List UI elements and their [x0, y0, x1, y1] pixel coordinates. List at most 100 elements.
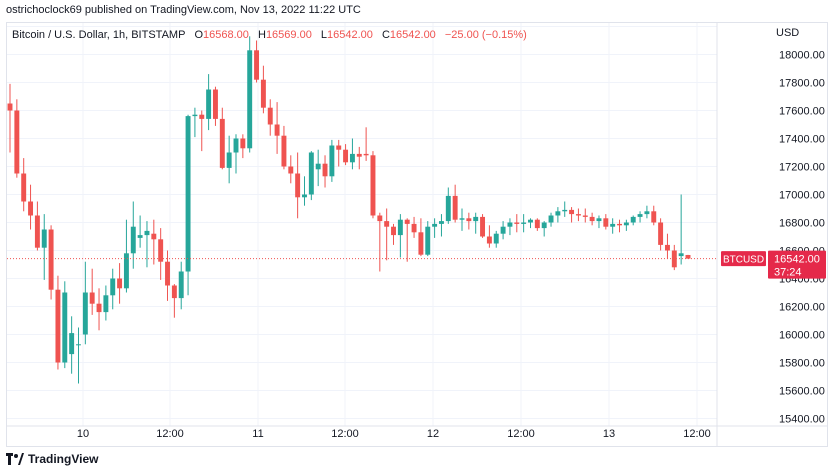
- candle-body: [55, 289, 61, 363]
- candle-body: [199, 114, 205, 119]
- candle-body: [288, 166, 294, 174]
- x-tick-label: 12:00: [683, 428, 711, 440]
- candle-body: [459, 218, 465, 220]
- x-tick-label: 13: [603, 428, 615, 440]
- candle-body: [664, 244, 670, 251]
- candle-body: [308, 152, 314, 195]
- candle-body: [528, 219, 533, 223]
- candle-body: [240, 138, 246, 149]
- candle-body: [562, 209, 568, 212]
- candle-body: [82, 292, 88, 335]
- symbol-tag: [721, 251, 766, 267]
- high-label: H: [257, 29, 266, 41]
- candle-body: [76, 344, 81, 346]
- candle-body: [48, 229, 54, 290]
- chart-frame[interactable]: [6, 22, 828, 447]
- candle-body: [185, 116, 191, 272]
- y-tick-label: 17400.00: [779, 134, 825, 146]
- candle-body: [445, 195, 451, 222]
- candle-body: [137, 235, 143, 238]
- y-tick-label: 17000.00: [779, 190, 825, 202]
- candle-body: [295, 173, 301, 198]
- candle-body: [685, 254, 691, 259]
- candle-body: [671, 250, 677, 268]
- y-tick-label: 17200.00: [779, 162, 825, 174]
- candle-body: [130, 226, 136, 254]
- candle-body: [480, 216, 486, 237]
- y-tick-label: 16800.00: [779, 218, 825, 230]
- candle-body: [212, 89, 218, 119]
- candle-body: [411, 223, 417, 233]
- low-value: 16542.00: [327, 29, 373, 41]
- candle-body: [391, 226, 396, 236]
- candle-body: [452, 195, 458, 220]
- symbol-tag-label: BTCUSD: [723, 255, 764, 266]
- tradingview-logo-icon: [6, 453, 24, 465]
- candle-body: [315, 163, 321, 170]
- candle-body: [637, 214, 643, 217]
- candle-body: [678, 253, 684, 257]
- symbol-name[interactable]: Bitcoin / U.S. Dollar, 1h, BITSTAMP: [12, 29, 186, 41]
- price-tag: [768, 250, 826, 279]
- candle-body: [21, 173, 27, 202]
- countdown-timer: 37:24: [774, 267, 802, 279]
- y-tick-label: 17800.00: [779, 78, 825, 90]
- candle-body: [404, 219, 410, 224]
- y-tick-label: 15400.00: [779, 414, 825, 426]
- candle-body: [274, 124, 280, 136]
- candle-body: [617, 223, 622, 226]
- candle-body: [14, 110, 20, 174]
- candle-body: [329, 145, 335, 177]
- y-tick-label: 16000.00: [779, 330, 825, 342]
- candle-body: [521, 222, 527, 224]
- candle-body: [548, 215, 554, 223]
- y-tick-label: 18000.00: [779, 50, 825, 62]
- candle-body: [397, 219, 403, 236]
- y-tick-label: 15600.00: [779, 386, 825, 398]
- candle-body: [34, 215, 40, 248]
- candle-body: [356, 153, 362, 157]
- high-value: 16569.00: [265, 29, 312, 41]
- candle-body: [158, 239, 164, 262]
- candle-body: [466, 218, 472, 222]
- low-label: L: [320, 29, 328, 41]
- candle-body: [432, 223, 438, 227]
- candle-body: [377, 215, 383, 222]
- x-tick-label: 11: [252, 428, 263, 440]
- candle-body: [603, 218, 609, 227]
- close-label: C: [381, 29, 390, 41]
- candle-body: [260, 79, 266, 108]
- candle-body: [582, 215, 588, 217]
- symbol-legend: Bitcoin / U.S. Dollar, 1h, BITSTAMP O 165…: [12, 29, 527, 41]
- y-tick-label: 15800.00: [779, 358, 825, 370]
- candle-body: [178, 271, 184, 299]
- candle-body: [117, 278, 123, 289]
- candle-body: [644, 211, 650, 215]
- currency-label: USD: [776, 27, 799, 39]
- candle-body: [254, 50, 260, 80]
- candle-body: [267, 107, 273, 125]
- x-tick-label: 12:00: [331, 428, 359, 440]
- candle-body: [343, 149, 349, 163]
- candle-body: [322, 163, 328, 177]
- candle-body: [363, 153, 369, 156]
- candle-body: [96, 303, 102, 313]
- candle-body: [219, 118, 225, 168]
- candle-body: [555, 211, 561, 216]
- candle-body: [589, 216, 595, 222]
- candle-body: [41, 229, 47, 248]
- change-value: −25.00 (−0.15%): [444, 29, 527, 41]
- candle-body: [165, 261, 170, 286]
- footer-brand: TradingView: [28, 452, 99, 466]
- candle-body: [610, 223, 616, 227]
- tradingview-footer[interactable]: TradingView: [6, 452, 98, 466]
- candle-body: [28, 201, 34, 216]
- candle-body: [151, 233, 157, 240]
- candle-body: [62, 292, 68, 363]
- candle-body: [438, 221, 444, 224]
- candle-body: [623, 222, 629, 226]
- candle-body: [192, 114, 198, 117]
- candle-body: [500, 226, 506, 234]
- open-label: O: [194, 29, 204, 41]
